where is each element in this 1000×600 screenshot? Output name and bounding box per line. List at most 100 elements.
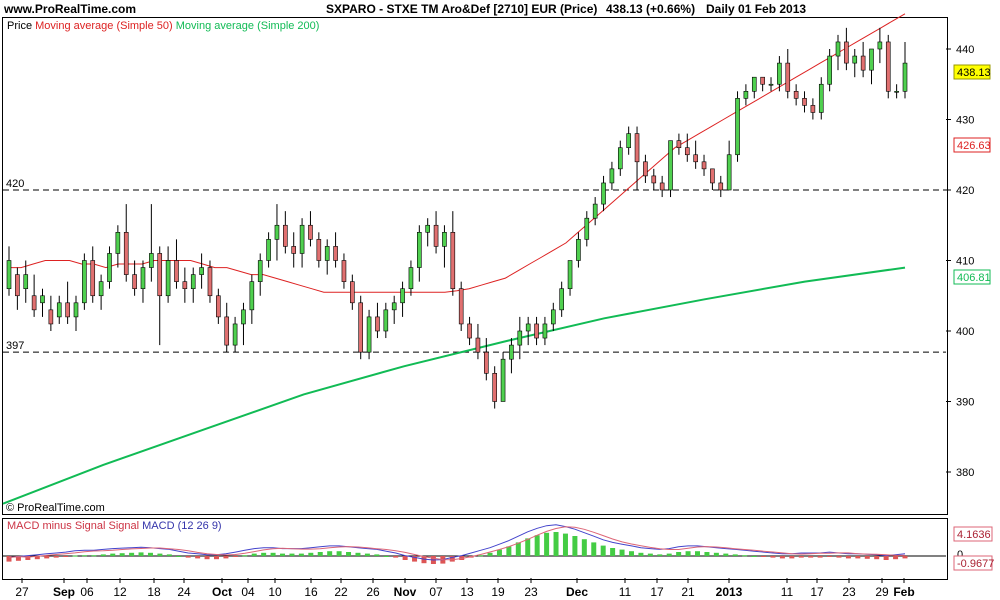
candle-body: [877, 41, 883, 50]
candle-body: [6, 260, 12, 290]
x-tick-label: 17: [810, 585, 824, 599]
macd-hist-bar: [761, 556, 767, 557]
macd-hist-bar: [732, 554, 738, 556]
candle-body: [601, 182, 606, 205]
candle-body: [869, 48, 874, 71]
x-tick-label: 2013: [716, 585, 743, 599]
y-tick-label: 420: [956, 185, 974, 197]
x-tick-label: 19: [491, 585, 505, 599]
macd-hist-bar: [817, 556, 823, 558]
x-tick-label: Nov: [394, 585, 417, 599]
candle-body: [793, 91, 799, 99]
macd-hist-bar: [289, 553, 295, 556]
last-price: 438.13 (+0.66%): [606, 2, 696, 16]
price-tag-box: [953, 64, 991, 80]
macd-hist-bar: [280, 553, 286, 556]
macd-hist-bar: [15, 556, 21, 561]
macd-hist-bar: [619, 549, 625, 556]
candle-body: [534, 323, 539, 339]
candle-body: [15, 274, 20, 297]
ma50-tag: 426.63: [957, 140, 991, 152]
macd-hist-bar: [308, 552, 314, 556]
macd-hist-bar: [110, 553, 116, 556]
macd-hist-bar: [685, 551, 691, 556]
macd-hist-bar: [374, 554, 380, 556]
ma50-tag-box: [953, 137, 991, 153]
macd-hist-bar: [242, 555, 248, 557]
site-url[interactable]: www.ProRealTime.com: [4, 2, 137, 16]
macd-hist-bar: [251, 553, 257, 556]
macd-tag-low: -0.9677: [957, 558, 994, 570]
candle-body: [735, 98, 740, 156]
macd-hist-bar: [628, 551, 634, 556]
macd-hist-bar: [581, 539, 587, 556]
macd-hist-bar: [874, 556, 880, 560]
candle-body: [517, 330, 523, 346]
macd-hist-bar: [544, 532, 550, 556]
macd-hist-bar: [317, 552, 323, 556]
candle-body: [425, 224, 430, 233]
macd-hist-bar: [336, 551, 342, 556]
macd-hist-bar: [63, 556, 69, 557]
candle-body: [609, 168, 615, 184]
macd-hist-bar: [610, 548, 616, 556]
candle-body: [232, 323, 238, 346]
macd-hist-bar: [893, 556, 899, 560]
candle-body: [224, 316, 230, 346]
macd-hist-bar: [836, 556, 842, 558]
watermark: © ProRealTime.com: [6, 502, 105, 514]
macd-hist-bar: [298, 553, 304, 556]
macd-hist-bar: [487, 552, 493, 556]
macd-hist-bar: [704, 552, 710, 556]
candle-body: [743, 91, 749, 99]
x-tick-label: 06: [80, 585, 94, 599]
candle-body: [777, 62, 782, 85]
candle-body: [818, 83, 824, 113]
macd-hist-bar: [647, 553, 653, 556]
signal-line: [8, 526, 905, 561]
macd-hist-bar: [855, 556, 861, 559]
candle-body: [123, 232, 129, 275]
candle-body: [442, 232, 447, 247]
x-tick-label: 23: [842, 585, 856, 599]
x-tick-label: 26: [366, 585, 380, 599]
candle-body: [90, 260, 96, 297]
macd-hist-bar: [798, 556, 804, 558]
macd-hist-bar: [6, 556, 12, 562]
candle-body: [634, 133, 640, 163]
x-tick-label: 16: [304, 585, 318, 599]
macd-hist-bar: [657, 554, 663, 556]
x-tick-label: 11: [619, 585, 632, 599]
x-tick-label: 13: [460, 585, 474, 599]
candle-body: [341, 260, 347, 282]
x-tick-label: 11: [781, 585, 794, 599]
candle-body: [149, 253, 154, 268]
candle-body: [751, 76, 757, 92]
legend-ma200: Moving average (Simple 200): [175, 20, 320, 32]
macd-hist-bar: [364, 553, 370, 556]
candle-body: [333, 246, 338, 261]
macd-hist-bar: [553, 532, 559, 556]
support-line-label: 420: [6, 178, 24, 190]
candle-body: [475, 337, 481, 353]
candle-body: [500, 358, 506, 402]
candle-body: [550, 309, 556, 325]
macd-hist-bar: [742, 555, 748, 557]
candle-body: [257, 260, 263, 282]
macd-hist-bar: [25, 556, 31, 560]
candle-body: [844, 41, 849, 64]
support-line-label: 397: [6, 340, 24, 352]
candle-body: [115, 232, 121, 254]
candle-body: [157, 253, 163, 297]
macd-hist-bar: [770, 556, 776, 558]
candle-body: [82, 260, 87, 304]
period-label: Daily 01 Feb 2013: [706, 2, 807, 16]
macd-hist-bar: [845, 556, 851, 559]
macd-legend: MACD minus Signal Signal MACD (12 26 9): [7, 520, 222, 532]
macd-hist-bar: [261, 552, 267, 556]
candle-body: [40, 295, 45, 304]
candle-body: [684, 147, 690, 156]
candle-body: [107, 253, 112, 282]
price-legend: Price Moving average (Simple 50) Moving …: [7, 20, 319, 32]
candle-body: [182, 281, 188, 289]
